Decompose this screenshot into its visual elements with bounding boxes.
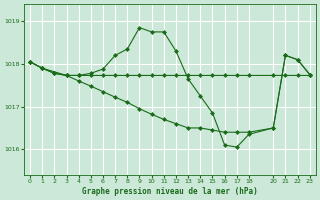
X-axis label: Graphe pression niveau de la mer (hPa): Graphe pression niveau de la mer (hPa)	[82, 187, 258, 196]
